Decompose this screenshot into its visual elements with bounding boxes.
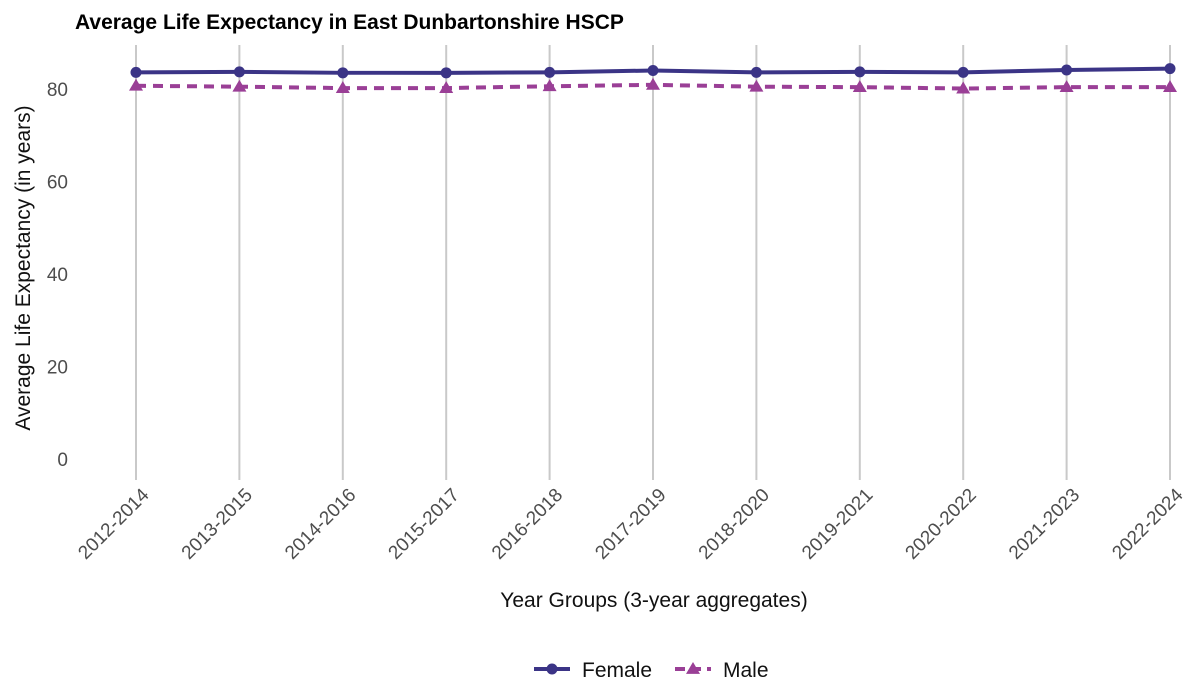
y-tick-label: 60: [47, 173, 68, 194]
x-tick-label: 2017-2019: [591, 485, 670, 564]
x-tick-label: 2022-2024: [1108, 484, 1187, 563]
legend-item-male: Male: [675, 659, 769, 682]
x-axis-ticks: 2012-2014 2013-2015 2014-2016 2015-2017 2016…: [74, 484, 1187, 563]
data-point-female: [647, 65, 659, 76]
legend: Female Male: [534, 659, 769, 682]
legend-item-female: Female: [534, 659, 652, 682]
y-axis-title: Average Life Expectancy (in years): [12, 105, 35, 430]
y-tick-label: 40: [47, 265, 68, 286]
x-tick-label: 2021-2023: [1005, 485, 1084, 564]
y-tick-label: 0: [57, 450, 68, 471]
data-point-female: [233, 66, 245, 78]
data-point-male: [542, 79, 557, 92]
x-tick-label: 2018-2020: [695, 485, 774, 564]
data-point-female: [854, 66, 866, 78]
data-point-female: [1164, 63, 1176, 75]
data-point-female: [750, 66, 762, 78]
data-point-female: [130, 66, 142, 78]
data-point-male: [232, 79, 247, 92]
x-tick-label: 2019-2021: [798, 485, 877, 564]
data-point-male: [1059, 80, 1074, 93]
y-axis-ticks: 0 20 40 60 80: [47, 80, 68, 471]
data-point-male: [439, 81, 454, 93]
x-axis-title: Year Groups (3-year aggregates): [500, 589, 807, 612]
chart-title: Average Life Expectancy in East Dunbarto…: [75, 11, 624, 34]
data-point-male: [852, 80, 867, 93]
x-tick-label: 2014-2016: [281, 485, 360, 564]
data-point-male: [749, 79, 764, 92]
y-tick-label: 20: [47, 358, 68, 379]
data-point-male: [129, 78, 143, 91]
legend-label: Female: [582, 659, 652, 682]
data-point-male: [335, 81, 350, 93]
x-tick-label: 2016-2018: [488, 485, 567, 564]
grid-lines: [135, 45, 1171, 480]
data-point-female: [957, 66, 969, 78]
data-point-female: [544, 66, 556, 78]
data-point-male: [956, 81, 971, 94]
legend-key-marker: [686, 662, 700, 674]
data-point-female: [440, 67, 452, 79]
y-tick-label: 80: [47, 80, 68, 101]
data-point-female: [1061, 64, 1073, 76]
data-point-male: [646, 77, 660, 90]
data-point-female: [337, 67, 349, 79]
series-layer: [129, 63, 1177, 94]
legend-label: Male: [723, 659, 769, 682]
x-tick-label: 2013-2015: [178, 485, 257, 564]
x-tick-label: 2015-2017: [385, 485, 464, 564]
legend-key-marker: [546, 663, 558, 675]
x-tick-label: 2020-2022: [902, 485, 981, 564]
data-point-male: [1163, 80, 1177, 93]
x-tick-label: 2012-2014: [74, 484, 153, 563]
